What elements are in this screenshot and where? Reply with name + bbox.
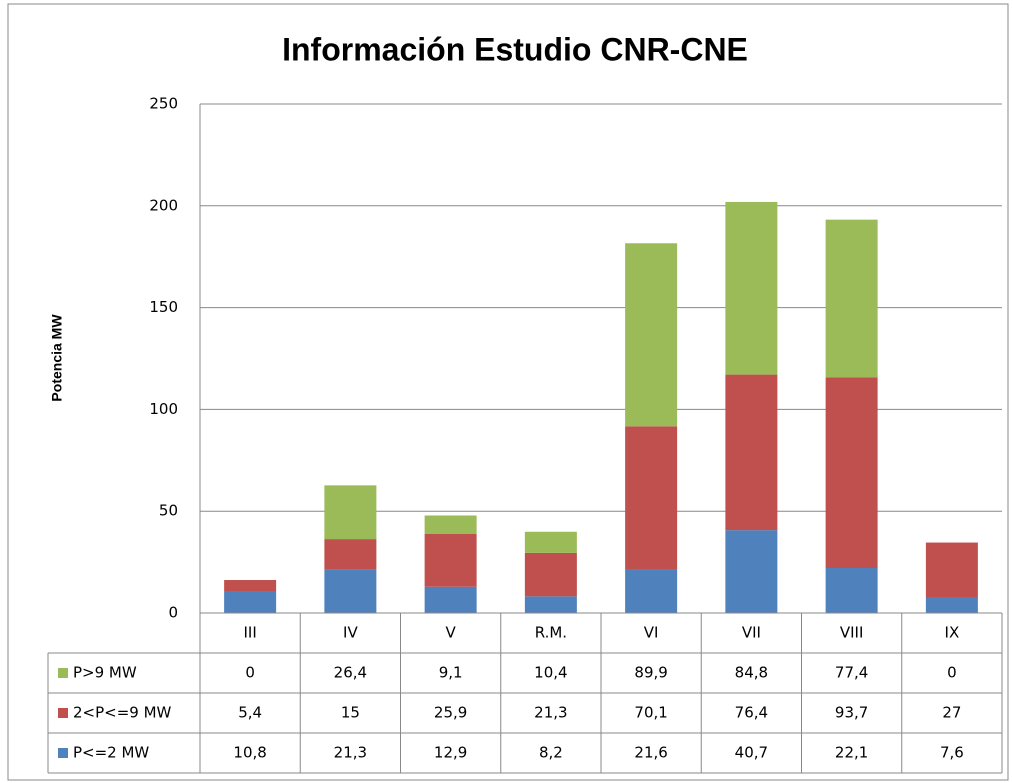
bar-segment [424,534,477,587]
x-tick-label: V [445,624,456,642]
table-cell: 10,4 [534,664,567,682]
bar-segment [324,539,377,570]
y-tick-label: 100 [149,400,178,418]
table-cell: 15 [341,704,360,722]
legend-swatch [58,708,68,718]
bar-segment [825,568,878,613]
table-cell: 0 [947,664,957,682]
bar-segment [725,530,778,613]
table-cell: 25,9 [434,704,467,722]
bar-segment [524,531,577,553]
bar-segment [524,552,577,597]
bar-segment [725,374,778,531]
bar-segment [524,596,577,613]
bar-segment [925,597,978,613]
x-tick-label: IX [945,624,960,642]
table-cell: 21,3 [334,744,367,762]
table-cell: 84,8 [735,664,768,682]
bar-segment [625,569,678,613]
table-cell: 26,4 [334,664,367,682]
bar-segment [925,542,978,598]
y-tick-label: 150 [149,298,178,316]
table-cell: 93,7 [835,704,868,722]
table-cell: 5,4 [238,704,262,722]
table-cell: 21,6 [634,744,667,762]
y-tick-label: 50 [159,502,178,520]
table-cell: 8,2 [539,744,563,762]
legend-swatch [58,668,68,678]
x-tick-label: VI [644,624,659,642]
bar-segment [324,485,377,540]
bar-segment [224,591,277,613]
table-cell: 21,3 [534,704,567,722]
x-tick-label: VII [742,624,761,642]
y-axis-label: Potencia MW [49,314,65,402]
table-cell: 0 [245,664,255,682]
bar-segment [625,243,678,427]
y-tick-label: 250 [149,95,178,113]
bar-segment [825,219,878,378]
table-cell: 27 [942,704,961,722]
table-cell: 9,1 [439,664,463,682]
chart-title: Información Estudio CNR-CNE [282,31,748,67]
x-tick-label: IV [343,624,358,642]
table-cell: 77,4 [835,664,868,682]
bar-segment [224,580,277,592]
table-cell: 22,1 [835,744,868,762]
table-cell: 40,7 [735,744,768,762]
table-cell: 10,8 [233,744,266,762]
bar-segment [424,586,477,613]
table-cell: 76,4 [735,704,768,722]
bar-segment [324,569,377,613]
bar-segment [625,426,678,570]
table-cell: 12,9 [434,744,467,762]
table-cell: 7,6 [940,744,964,762]
bar-segment [424,515,477,535]
x-tick-label: R.M. [535,624,567,642]
y-tick-label: 200 [149,196,178,214]
x-tick-label: VIII [840,624,864,642]
bar-segment [825,377,878,569]
legend-swatch [58,748,68,758]
legend-label: 2<P<=9 MW [73,704,172,722]
y-tick-label: 0 [168,604,178,622]
x-tick-label: III [243,624,256,642]
table-cell: 70,1 [634,704,667,722]
legend-label: P>9 MW [73,664,137,682]
table-cell: 89,9 [634,664,667,682]
bar-segment [725,201,778,375]
legend-label: P<=2 MW [73,744,149,762]
